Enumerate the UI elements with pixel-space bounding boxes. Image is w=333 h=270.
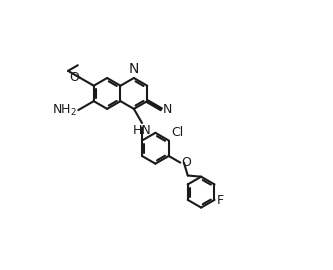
Text: O: O <box>69 71 79 84</box>
Text: O: O <box>181 156 191 168</box>
Text: HN: HN <box>133 124 152 137</box>
Text: F: F <box>217 194 224 207</box>
Text: N: N <box>163 103 172 116</box>
Text: Cl: Cl <box>171 126 183 139</box>
Text: NH$_2$: NH$_2$ <box>52 103 77 118</box>
Text: N: N <box>129 62 139 76</box>
